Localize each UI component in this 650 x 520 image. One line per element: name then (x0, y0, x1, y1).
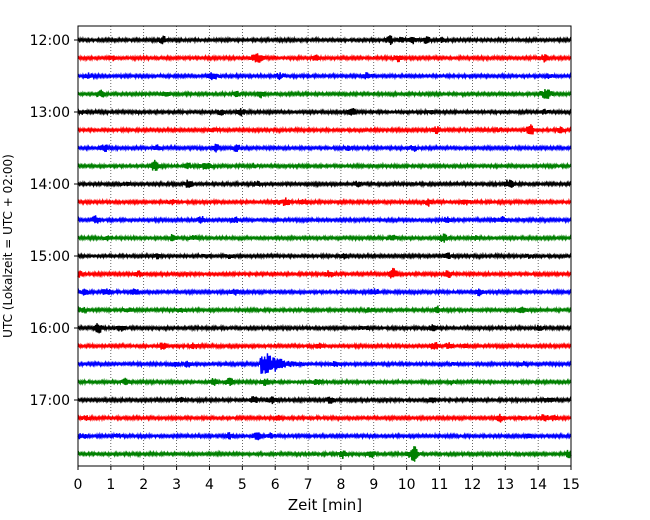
plot-frame (77, 25, 572, 467)
x-tick-label: 6 (271, 477, 280, 493)
x-tick-label: 13 (496, 477, 514, 493)
seismic-trace (77, 197, 572, 207)
seismic-trace (77, 287, 572, 297)
seismic-trace (77, 353, 572, 374)
seismic-trace (77, 305, 572, 315)
seismic-trace (77, 251, 572, 261)
seismic-trace (77, 88, 572, 99)
x-tick-label: 1 (106, 477, 115, 493)
x-tick-label: 5 (238, 477, 247, 493)
y-tick-label: 14:00 (30, 177, 70, 193)
seismic-trace (77, 215, 572, 225)
grid-lines (110, 26, 539, 466)
seismic-trace (77, 341, 572, 351)
seismic-trace (77, 71, 572, 81)
seismic-trace (77, 179, 572, 189)
y-tick-label: 12:00 (30, 33, 70, 49)
seismic-trace (77, 377, 572, 387)
seismic-trace (77, 124, 572, 135)
x-tick-label: 14 (529, 477, 547, 493)
x-tick-label: 0 (74, 477, 83, 493)
x-tick-label: 10 (398, 477, 416, 493)
y-tick-label: 17:00 (30, 393, 70, 409)
seismic-trace (77, 431, 572, 441)
x-tick-label: 15 (562, 477, 580, 493)
seismic-trace (77, 395, 572, 405)
seismic-trace (77, 53, 572, 63)
x-tick-label: 9 (369, 477, 378, 493)
seismic-trace (77, 323, 572, 334)
y-tick-label: 13:00 (30, 105, 70, 121)
x-tick-label: 4 (205, 477, 214, 493)
seismic-trace (77, 107, 572, 117)
seismic-traces (77, 35, 572, 462)
y-tick-label: 16:00 (30, 321, 70, 337)
seismic-trace (77, 35, 572, 46)
seismic-trace (77, 233, 572, 243)
x-tick-label: 3 (172, 477, 181, 493)
x-tick-label: 11 (431, 477, 449, 493)
x-axis-ticks: 0 1 2 3 4 5 6 7 8 9 10 11 12 13 14 15 (74, 466, 580, 493)
x-tick-label: 7 (304, 477, 313, 493)
y-axis-label: UTC (Lokalzeit = UTC + 02:00) (1, 154, 15, 338)
seismic-trace (77, 413, 572, 423)
y-axis-ticks: 12:00 13:00 14:00 15:00 16:00 17:00 (30, 33, 78, 409)
x-tick-label: 8 (336, 477, 345, 493)
x-tick-label: 12 (463, 477, 481, 493)
seismic-trace (77, 143, 572, 153)
seismic-trace (77, 159, 572, 171)
x-axis-label: Zeit [min] (288, 496, 362, 514)
seismic-trace (77, 267, 572, 279)
y-tick-label: 15:00 (30, 249, 70, 265)
x-tick-label: 2 (139, 477, 148, 493)
seismic-trace (77, 446, 572, 462)
